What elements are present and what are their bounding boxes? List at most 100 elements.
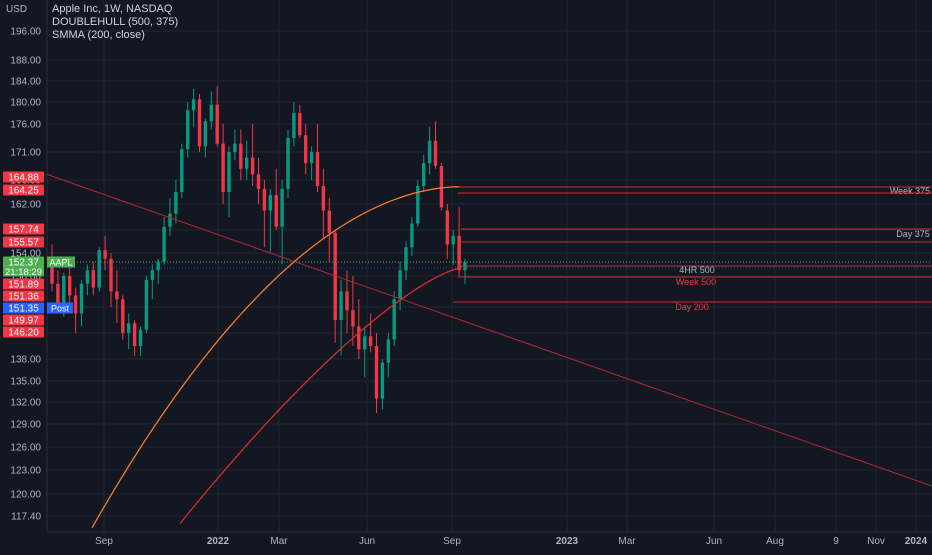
ticker-tag <box>47 256 75 268</box>
candle-body <box>416 186 420 224</box>
candle-body <box>345 291 349 311</box>
indicator-smma: SMMA (200, close) <box>52 29 145 41</box>
candle-body <box>427 140 432 164</box>
candle-body <box>357 326 361 350</box>
post-label: Post <box>51 304 70 314</box>
post-tag <box>47 302 73 314</box>
candle-body <box>339 291 343 320</box>
candle-body <box>162 226 166 262</box>
candle-body <box>286 138 290 189</box>
level-label: Day 375 <box>896 229 930 239</box>
candle-body <box>144 279 149 330</box>
candle-body <box>392 299 396 340</box>
candle-body <box>280 189 284 227</box>
candle-body <box>422 163 426 186</box>
candle-body <box>97 250 101 288</box>
symbol-title: Apple Inc, 1W, NASDAQ <box>52 3 173 15</box>
candle-body <box>309 152 314 164</box>
candle-body <box>374 346 379 399</box>
time-tick-label: 2024 <box>905 536 928 547</box>
candle-body <box>457 235 461 271</box>
indicator-doublehull: DOUBLEHULL (500, 375) <box>52 16 179 28</box>
price-tag <box>3 326 44 338</box>
candle-body <box>91 270 95 288</box>
candle-body <box>138 329 143 346</box>
candle-body <box>191 99 196 111</box>
candle-body <box>109 258 113 292</box>
price-tag-value: 157.74 <box>8 225 39 236</box>
price-tag <box>3 256 44 277</box>
candle-body <box>209 104 213 122</box>
price-tick-label: 184.00 <box>10 77 41 88</box>
candle-body <box>404 247 408 271</box>
candle-body <box>121 299 125 333</box>
price-tag-value: 152.37 <box>8 258 39 269</box>
candle-body <box>186 110 190 150</box>
candle-body <box>215 104 219 144</box>
candle-body <box>79 283 84 314</box>
candle-body <box>321 186 326 211</box>
descending-trendline <box>46 173 932 487</box>
price-tick-label: 126.00 <box>10 443 41 454</box>
candle-body <box>292 113 296 138</box>
price-tag <box>3 184 44 196</box>
candle-body <box>304 135 308 164</box>
price-tick-label: 154.00 <box>10 249 41 260</box>
price-tick-label: 120.00 <box>10 490 41 501</box>
candle-body <box>380 362 385 399</box>
candle-body <box>398 270 402 300</box>
price-tag-value: 155.57 <box>8 238 39 249</box>
level-label: Week 375 <box>890 186 930 196</box>
candle-body <box>115 291 119 300</box>
price-tick-label: 188.00 <box>10 56 41 67</box>
price-tick-label: 138.00 <box>10 355 41 366</box>
time-tick-label: 2023 <box>556 536 579 547</box>
price-tag-value: 146.20 <box>8 328 39 339</box>
price-tick-label: 123.00 <box>10 466 41 477</box>
price-tag-value: 151.35 <box>8 304 39 315</box>
candle-body <box>315 152 320 186</box>
time-tick-label: Aug <box>766 536 784 547</box>
candle-body <box>197 99 202 147</box>
candle-body <box>268 195 272 211</box>
price-tick-label: 196.00 <box>10 27 41 38</box>
level-label: 4HR 500 <box>679 265 715 275</box>
price-tag <box>3 290 44 302</box>
hull-curve <box>179 267 461 525</box>
price-tag-value: 164.25 <box>8 186 39 197</box>
time-tick-label: 2022 <box>207 536 230 547</box>
time-tick-label: 9 <box>833 536 839 547</box>
price-tick-label: 117.40 <box>11 512 41 523</box>
candle-body <box>274 195 278 227</box>
time-tick-label: Jun <box>706 536 722 547</box>
time-tick-label: Nov <box>867 536 885 547</box>
candle-body <box>68 276 72 296</box>
candle-body <box>250 157 255 175</box>
candle-body <box>168 213 172 227</box>
candle-body <box>156 261 160 271</box>
candle-body <box>239 143 243 169</box>
price-tick-label: 180.00 <box>10 98 41 109</box>
time-tick-label: Mar <box>270 536 288 547</box>
candle-body <box>174 192 178 214</box>
price-tag <box>3 223 44 235</box>
candle-body <box>451 235 455 245</box>
candle-body <box>85 270 90 284</box>
price-tick-label: 150.00 <box>10 272 41 283</box>
candle-body <box>333 232 337 320</box>
price-tick-label: 171.00 <box>10 148 41 159</box>
candle-body <box>386 339 390 363</box>
price-tag-value: 149.97 <box>8 316 39 327</box>
price-tick-label: 176.00 <box>10 120 41 131</box>
price-tick-label: 129.00 <box>10 420 41 431</box>
candle-body <box>245 157 249 169</box>
candle-body <box>433 140 438 166</box>
price-tick-label: 162.00 <box>10 200 41 211</box>
candle-body <box>363 336 367 350</box>
candle-body <box>180 149 184 192</box>
candle-body <box>203 121 208 147</box>
candle-body <box>73 295 78 314</box>
price-tag <box>3 236 44 248</box>
